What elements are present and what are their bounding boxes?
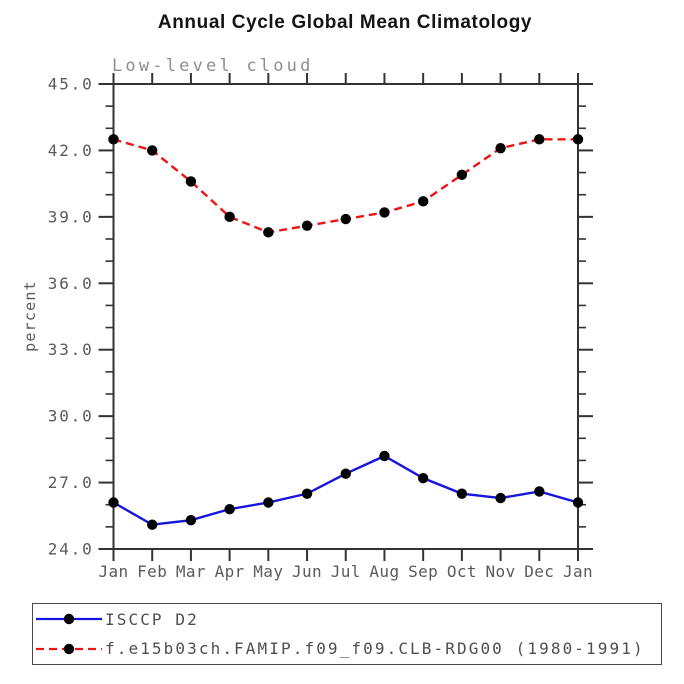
legend-item-isccp-d2: ISCCP D2	[33, 605, 661, 633]
data-point-0	[263, 497, 274, 508]
data-point-0	[147, 519, 158, 530]
data-point-1	[147, 145, 158, 156]
x-tick-label: Jan	[563, 562, 593, 581]
legend-item-famip-run: f.e15b03ch.FAMIP.f09_f09.CLB-RDG00 (1980…	[33, 635, 661, 663]
data-point-0	[301, 488, 313, 499]
legend-label-isccp-d2: ISCCP D2	[105, 609, 199, 629]
data-point-0	[185, 515, 197, 526]
x-tick-label: Nov	[486, 562, 516, 581]
legend-label-famip-run: f.e15b03ch.FAMIP.f09_f09.CLB-RDG00 (1980…	[105, 639, 645, 659]
data-point-0	[417, 472, 429, 484]
data-point-1	[301, 220, 313, 231]
y-tick-label: 33.0	[48, 340, 94, 359]
y-tick-label: 30.0	[48, 407, 94, 426]
data-point-0	[340, 468, 351, 479]
data-point-1	[185, 176, 197, 187]
plot-area: 24.0 27.0 30.0 33.0 36.0 39.0 42.0 45.0 Jan Feb Ma…	[48, 73, 593, 581]
legend-line-sample-solid	[36, 614, 102, 625]
x-tick-label: Jun	[292, 562, 322, 581]
data-point-1	[456, 169, 468, 180]
legend-line-sample-dashed	[36, 643, 102, 654]
y-tick-label: 45.0	[48, 75, 94, 94]
chart-subtitle: Low-level cloud	[112, 56, 314, 76]
legend-box: ISCCP D2 f.e15b03ch.FAMIP.f09_f09.CLB-RD…	[32, 603, 662, 665]
x-tick-label: Mar	[176, 562, 206, 581]
x-tick-label: Dec	[524, 562, 554, 581]
data-point-1	[379, 207, 390, 218]
legend-marker-dot	[63, 614, 75, 625]
x-tick-label: Jan	[98, 562, 128, 581]
data-point-1	[108, 134, 119, 145]
y-tick-label: 27.0	[48, 473, 94, 492]
data-point-0	[534, 486, 545, 497]
x-tick-label: Feb	[137, 562, 167, 581]
chart-title: Annual Cycle Global Mean Climatology	[157, 12, 533, 33]
data-point-0	[379, 450, 390, 462]
y-tick-label: 36.0	[48, 274, 94, 293]
data-point-0	[456, 488, 468, 499]
data-point-1	[417, 196, 429, 207]
x-tick-label: Jul	[331, 562, 361, 581]
y-tick-label: 42.0	[48, 141, 94, 160]
y-tick-label: 39.0	[48, 207, 94, 226]
data-point-1	[263, 227, 274, 238]
data-point-0	[572, 497, 584, 508]
x-tick-label: Aug	[369, 562, 399, 581]
series-line-0	[112, 454, 579, 526]
x-tick-label: Apr	[215, 562, 245, 581]
y-tick-label: 24.0	[48, 540, 94, 559]
data-point-0	[224, 503, 235, 515]
data-point-1	[224, 211, 235, 223]
x-tick-label: Oct	[447, 562, 477, 581]
data-point-1	[340, 213, 351, 225]
legend-marker-dot	[63, 643, 75, 654]
data-point-0	[495, 492, 506, 504]
x-tick-label: Sep	[408, 562, 438, 581]
x-tick-label: May	[253, 562, 283, 581]
data-point-1	[534, 134, 545, 145]
data-point-1	[495, 143, 506, 154]
data-point-1	[572, 134, 584, 145]
data-point-0	[108, 497, 119, 508]
